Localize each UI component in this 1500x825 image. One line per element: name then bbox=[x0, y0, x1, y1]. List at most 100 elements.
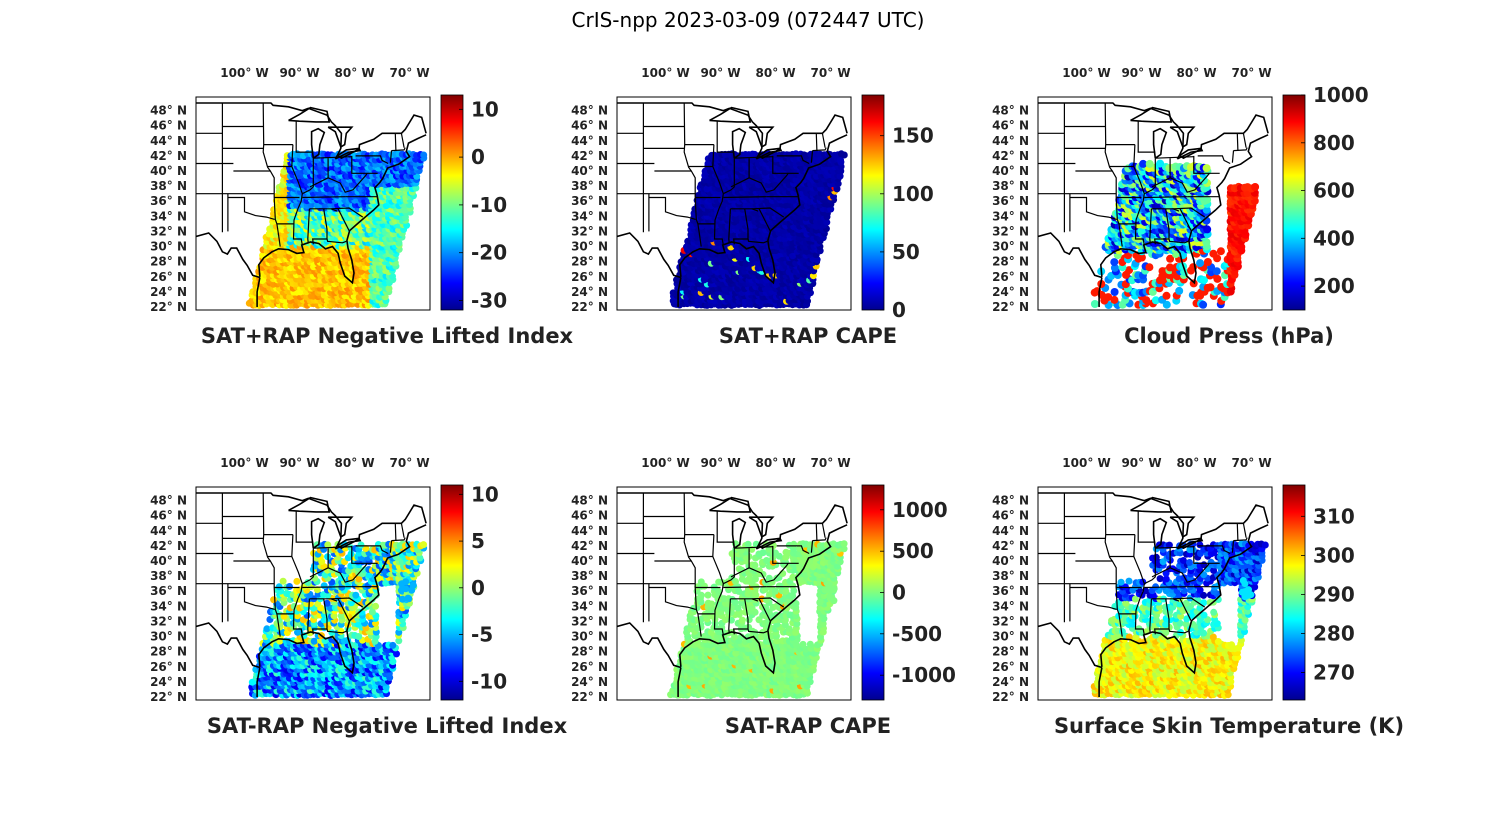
data-point bbox=[1175, 286, 1184, 295]
panel-3: 100° W 90° W 80° W 70° W48° N46° N44° N42° … bbox=[992, 66, 1369, 348]
data-point bbox=[1090, 300, 1099, 308]
colorbar-tick-label: 0 bbox=[892, 298, 906, 322]
data-point bbox=[1166, 254, 1175, 263]
map-boundaries bbox=[196, 102, 427, 307]
lon-tick-label: 90° W bbox=[1121, 66, 1161, 80]
data-point bbox=[1145, 159, 1154, 168]
lat-tick-label: 24° N bbox=[571, 285, 608, 299]
colorbar-tick-label: -20 bbox=[471, 241, 507, 265]
data-point bbox=[352, 591, 360, 599]
lat-tick-label: 40° N bbox=[992, 164, 1029, 178]
data-point bbox=[275, 583, 283, 591]
map-frame bbox=[616, 96, 852, 311]
data-point bbox=[1199, 300, 1208, 309]
lon-tick-label: 100° W bbox=[641, 66, 689, 80]
lat-tick-label: 26° N bbox=[571, 270, 608, 284]
data-point bbox=[395, 637, 403, 645]
data-point bbox=[313, 586, 321, 594]
data-point bbox=[840, 151, 848, 159]
data-point bbox=[372, 602, 380, 610]
lat-tick-label: 28° N bbox=[992, 255, 1029, 269]
data-point bbox=[362, 545, 370, 552]
data-point bbox=[416, 554, 424, 562]
colorbar-tick-label: -30 bbox=[471, 288, 507, 312]
lat-tick-label: 44° N bbox=[150, 134, 187, 148]
data-point bbox=[328, 629, 336, 637]
data-point bbox=[357, 541, 365, 549]
data-point bbox=[1156, 159, 1165, 168]
lat-tick-label: 32° N bbox=[992, 224, 1029, 238]
lon-tick-label: 70° W bbox=[811, 66, 851, 80]
lat-tick-label: 40° N bbox=[150, 164, 187, 178]
lon-tick-label: 100° W bbox=[1062, 66, 1110, 80]
data-point bbox=[1206, 283, 1215, 292]
panel-title: SAT+RAP CAPE bbox=[719, 324, 897, 348]
lat-tick-label: 24° N bbox=[992, 285, 1029, 299]
lon-tick-label: 70° W bbox=[390, 66, 430, 80]
lat-tick-label: 40° N bbox=[571, 164, 608, 178]
colorbar-tick-label: 0 bbox=[471, 145, 485, 169]
lat-tick-label: 42° N bbox=[150, 149, 187, 163]
colorbar-tick-label: 150 bbox=[892, 124, 934, 148]
map-frame bbox=[195, 96, 431, 311]
lat-tick-label: 42° N bbox=[571, 149, 608, 163]
colorbar-tick-label: 1000 bbox=[1313, 83, 1369, 107]
lat-tick-label: 26° N bbox=[150, 270, 187, 284]
lat-tick-label: 44° N bbox=[571, 134, 608, 148]
lat-tick-label: 26° N bbox=[992, 270, 1029, 284]
colorbar-tick-label: 600 bbox=[1313, 179, 1355, 203]
colorbar-tick-label: -10 bbox=[471, 193, 507, 217]
lat-tick-label: 22° N bbox=[992, 300, 1029, 314]
lat-tick-label: 22° N bbox=[150, 300, 187, 314]
data-point bbox=[310, 637, 318, 645]
data-point bbox=[1110, 258, 1119, 267]
data-point bbox=[324, 541, 332, 549]
data-point bbox=[836, 172, 844, 180]
lat-tick-label: 48° N bbox=[150, 104, 187, 118]
colorbar-tick-label: 400 bbox=[1313, 226, 1355, 250]
lat-tick-label: 24° N bbox=[150, 285, 187, 299]
lat-tick-label: 34° N bbox=[992, 209, 1029, 223]
data-point bbox=[286, 583, 293, 590]
data-point bbox=[1110, 288, 1119, 296]
data-point bbox=[389, 641, 397, 649]
lon-tick-label: 80° W bbox=[335, 66, 375, 80]
lat-tick-label: 30° N bbox=[571, 240, 608, 254]
map-frame bbox=[1037, 96, 1273, 311]
lon-tick-label: 90° W bbox=[700, 66, 740, 80]
data-point bbox=[1110, 263, 1119, 272]
colorbar bbox=[861, 94, 885, 311]
colorbar-tick-label: 200 bbox=[1313, 274, 1355, 298]
lat-tick-label: 48° N bbox=[992, 104, 1029, 118]
data-point bbox=[1139, 159, 1148, 168]
colorbar-tick-label: 50 bbox=[892, 240, 920, 264]
data-point bbox=[270, 596, 278, 604]
data-point bbox=[1145, 263, 1154, 272]
data-point bbox=[1151, 296, 1160, 305]
data-point bbox=[1212, 267, 1221, 276]
data-point bbox=[368, 608, 376, 616]
colorbar-tick-label: 10 bbox=[471, 97, 499, 121]
data-point bbox=[347, 550, 355, 558]
lat-tick-label: 46° N bbox=[150, 119, 187, 133]
colorbar-tick-label: 100 bbox=[892, 182, 934, 206]
panel-title: SAT+RAP Negative Lifted Index bbox=[201, 324, 574, 348]
lat-tick-label: 36° N bbox=[571, 194, 608, 208]
lat-tick-label: 28° N bbox=[571, 255, 608, 269]
colorbar bbox=[1282, 94, 1306, 311]
lat-tick-label: 30° N bbox=[992, 240, 1029, 254]
data-point bbox=[389, 272, 396, 280]
data-point bbox=[320, 582, 328, 590]
lon-tick-label: 100° W bbox=[220, 66, 268, 80]
lat-tick-label: 36° N bbox=[150, 194, 187, 208]
data-point bbox=[1196, 259, 1205, 268]
map-boundaries bbox=[617, 102, 848, 307]
data-point bbox=[1104, 293, 1113, 302]
data-point bbox=[420, 151, 428, 159]
data-point bbox=[355, 633, 363, 640]
figure-title: CrIS-npp 2023-03-09 (072447 UTC) bbox=[572, 8, 925, 32]
data-point bbox=[293, 577, 301, 585]
lat-tick-label: 48° N bbox=[571, 104, 608, 118]
lon-tick-label: 80° W bbox=[1177, 66, 1217, 80]
lon-tick-label: 80° W bbox=[756, 66, 796, 80]
